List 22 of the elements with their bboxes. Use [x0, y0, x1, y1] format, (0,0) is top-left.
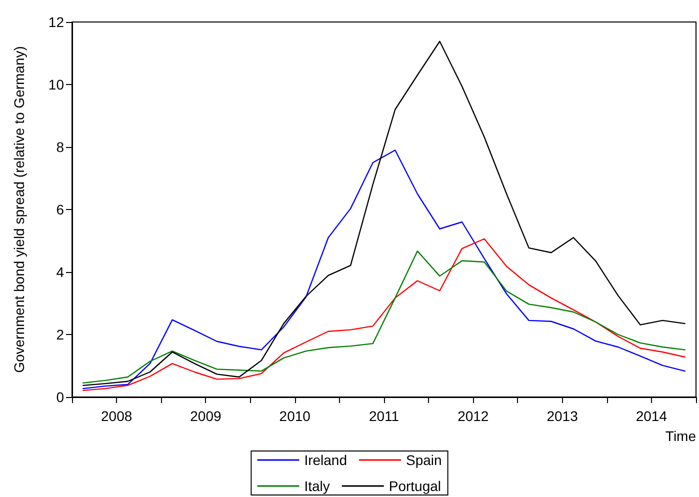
x-tick-label: 2014 [636, 408, 668, 424]
x-axis-title: Time [665, 428, 696, 444]
y-tick-label: 0 [56, 389, 64, 405]
y-tick-label: 4 [56, 264, 64, 280]
y-tick-label: 10 [48, 76, 64, 92]
x-tick-label: 2011 [368, 408, 400, 424]
x-tick-label: 2010 [279, 408, 311, 424]
y-tick-label: 2 [56, 326, 64, 342]
x-tick-label: 2012 [458, 408, 489, 424]
x-tick-label: 2008 [100, 408, 132, 424]
line-series [82, 150, 686, 390]
legend-label: Spain [406, 452, 442, 468]
legend-label: Ireland [304, 452, 348, 468]
y-tick-label: 6 [56, 202, 64, 218]
y-tick-label: 12 [48, 14, 64, 30]
y-axis-title: Government bond yield spread (relative to Germany) [11, 46, 27, 373]
legend-label: Italy [304, 478, 330, 494]
x-tick-label: 2013 [546, 408, 578, 424]
y-tick-label: 8 [56, 139, 64, 155]
legend-label: Portugal [388, 478, 442, 494]
x-tick-label: 2009 [190, 408, 222, 424]
line-series [82, 40, 686, 386]
